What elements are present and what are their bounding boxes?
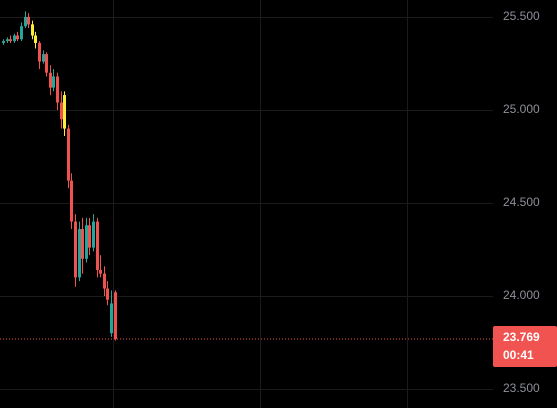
candles — [0, 11, 493, 341]
candle-body — [67, 128, 70, 181]
candle-body — [106, 288, 109, 300]
candle-body — [99, 269, 102, 274]
candle-body — [9, 39, 12, 42]
candle-body — [96, 221, 99, 270]
candle-body — [114, 292, 117, 339]
candle-body — [85, 225, 88, 259]
candle-body — [81, 229, 84, 259]
last-price-label: 23.769 — [503, 330, 540, 344]
candle-body — [38, 42, 41, 62]
candle-body — [70, 180, 73, 222]
y-tick-label: 25.500 — [503, 9, 540, 23]
candle-body — [45, 54, 48, 73]
y-tick-label: 24.500 — [503, 195, 540, 209]
candle-body — [74, 221, 77, 278]
candle-body — [92, 221, 95, 248]
candle-body — [63, 95, 66, 129]
candle-body — [34, 35, 37, 43]
countdown-label: 00:41 — [503, 348, 534, 362]
candle-body — [103, 273, 106, 289]
candle-body — [49, 72, 52, 88]
price-axis: 23.500 24.000 24.500 25.000 25.500 23.769 00:4… — [493, 9, 557, 395]
y-tick-label: 23.500 — [503, 381, 540, 395]
candle-body — [20, 26, 23, 40]
last-price-tag — [493, 325, 557, 367]
candle-body — [60, 102, 63, 120]
candle-body — [24, 16, 27, 27]
candle-body — [13, 35, 16, 42]
candle-body — [110, 303, 113, 334]
candle-body — [52, 76, 55, 88]
y-tick-label: 25.000 — [503, 102, 540, 116]
candle-body — [16, 35, 19, 40]
y-tick-label: 24.000 — [503, 288, 540, 302]
candle-body — [56, 76, 59, 103]
candle-body — [2, 41, 5, 43]
candle-body — [42, 54, 45, 62]
candle-body — [6, 39, 9, 42]
grid — [0, 17, 493, 390]
candle-body — [78, 229, 81, 278]
candle-body — [27, 16, 30, 25]
candle-body — [31, 24, 34, 36]
candle-body — [88, 225, 91, 248]
